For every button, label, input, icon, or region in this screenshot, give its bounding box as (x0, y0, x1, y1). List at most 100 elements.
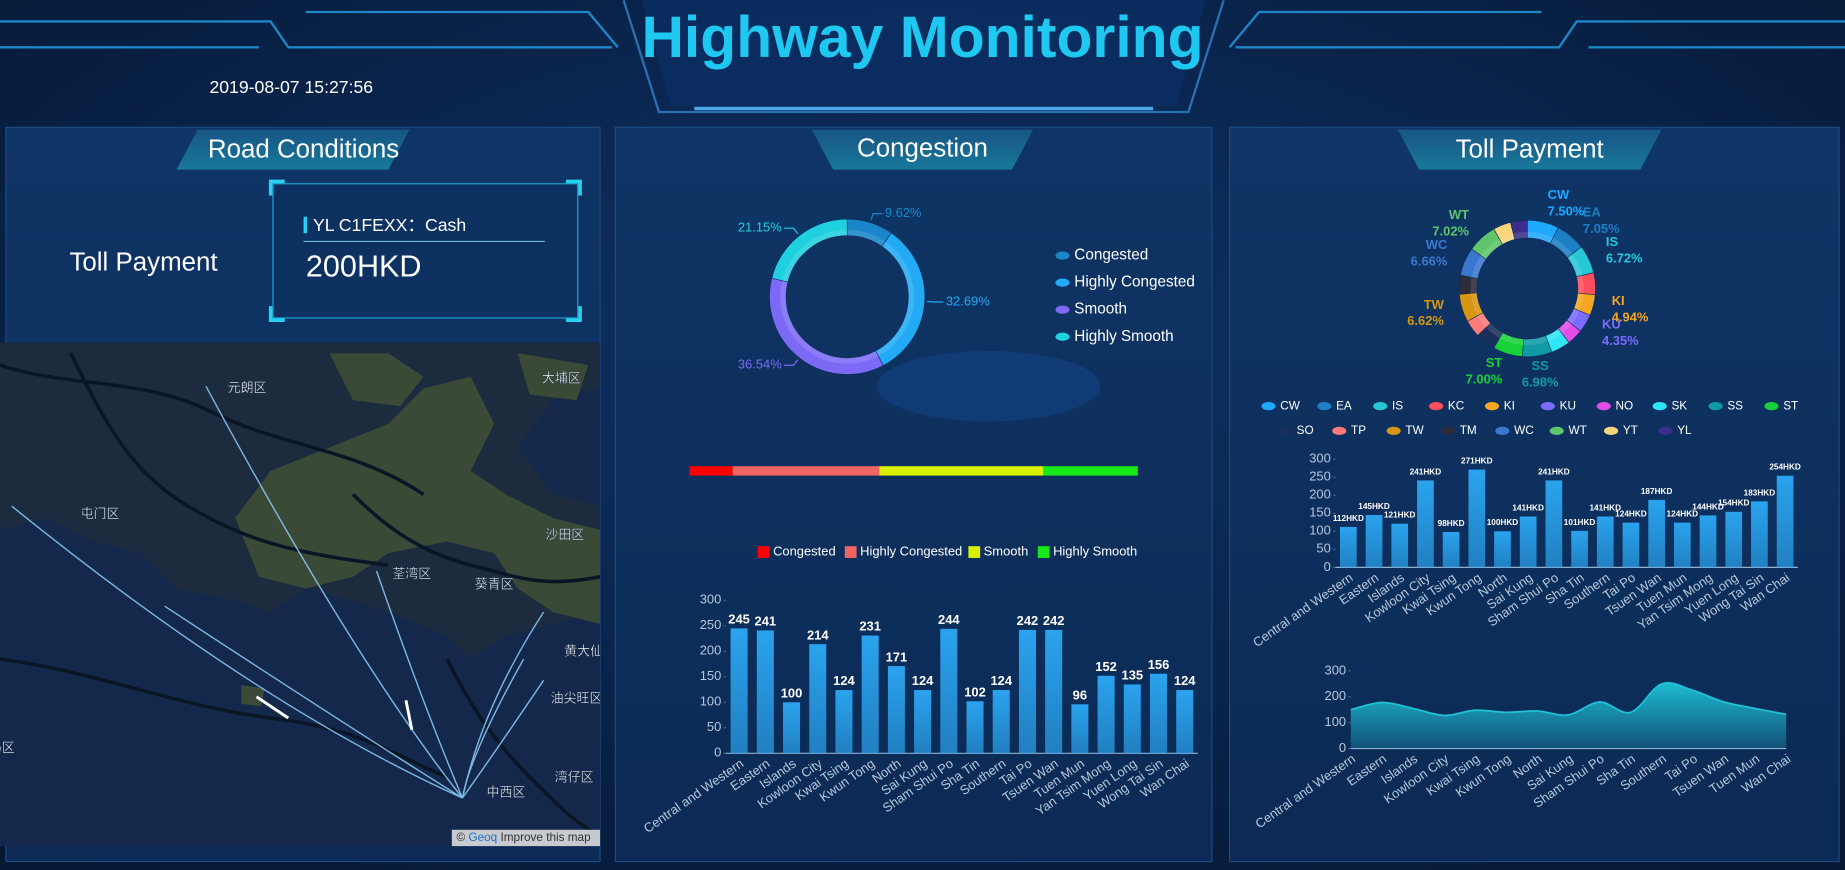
data-label: 271HKD (1461, 457, 1493, 466)
legend-label: KI (1504, 399, 1515, 412)
y-tick-label: 100 (1309, 523, 1331, 538)
data-label: 245 (728, 612, 750, 627)
bar (1176, 690, 1194, 754)
donut-inner-band (1576, 275, 1585, 294)
legend-swatch (968, 546, 981, 558)
data-label: 254HKD (1769, 463, 1801, 472)
bar (1365, 515, 1383, 568)
bar (1725, 511, 1743, 568)
y-tick-label: 50 (1316, 541, 1330, 556)
donut-inner-band (1470, 277, 1478, 294)
donut-label-value: 32.69% (946, 293, 990, 308)
data-label: 231 (859, 619, 881, 634)
label-connector (784, 359, 799, 366)
bar (861, 635, 879, 754)
panel-tab (811, 129, 1034, 170)
donut-inner-band (1471, 255, 1487, 279)
y-tick-label: 200 (700, 643, 722, 658)
data-label: 112HKD (1333, 514, 1364, 523)
data-label: 141HKD (1589, 503, 1621, 512)
donut-label-name: IS (1606, 234, 1619, 249)
data-label: 244 (938, 612, 960, 627)
data-label: 135 (1122, 668, 1144, 683)
bar (940, 628, 958, 754)
stacked-segment (1043, 466, 1138, 476)
bar (1071, 704, 1089, 754)
legend-icon (1055, 305, 1070, 314)
donut-label-name: CW (1548, 187, 1570, 202)
donut-inner-band (1486, 323, 1503, 339)
credit-link[interactable]: Geoq (468, 831, 497, 844)
data-label: 144HKD (1692, 502, 1724, 511)
toll-label: Toll Payment (69, 249, 217, 277)
bar (783, 702, 801, 754)
donut-label-name: SS (1531, 358, 1549, 373)
legend-swatch (1037, 546, 1050, 558)
donut-segment (1510, 219, 1528, 240)
legend-label: SO (1297, 424, 1314, 437)
donut-label-name: ST (1486, 355, 1503, 370)
donut-inner-band (1545, 328, 1562, 342)
data-label: 214 (807, 627, 829, 642)
bar (1648, 499, 1665, 568)
y-tick-label: 50 (707, 719, 721, 734)
donut-inner-band (1513, 231, 1528, 240)
panel-tab (1397, 129, 1662, 170)
donut-label-name: WT (1449, 207, 1469, 222)
bar (1673, 522, 1691, 568)
data-label: 242 (1043, 613, 1065, 628)
bar (1391, 523, 1409, 568)
legend-icon (1495, 426, 1510, 435)
legend-icon (1708, 402, 1723, 411)
bar (1097, 675, 1115, 754)
data-label: 241HKD (1538, 467, 1570, 476)
legend-label: Highly Smooth (1053, 543, 1137, 558)
bar (1045, 629, 1063, 754)
card-plate: YL C1FEXX：Cash (313, 215, 466, 235)
donut-label-value: 6.72% (1606, 251, 1643, 266)
legend-icon (1373, 402, 1388, 411)
donut-inner-band (1480, 239, 1503, 260)
donut-label-value: 36.54% (738, 357, 782, 372)
legend-icon (1764, 402, 1779, 411)
y-tick-label: 150 (1309, 505, 1331, 520)
donut-inner-band (1566, 308, 1580, 325)
data-label: 98HKD (1438, 519, 1465, 528)
legend-swatch (757, 546, 770, 558)
donut-label-name: KU (1602, 316, 1621, 331)
y-tick-label: 300 (1309, 451, 1331, 466)
bar (887, 666, 905, 754)
data-label: 154HKD (1718, 499, 1750, 508)
panel-title: Road Conditions (208, 136, 399, 164)
y-tick-label: 0 (714, 745, 721, 760)
panel-tab (176, 129, 410, 170)
bar (730, 628, 748, 754)
donut-label-name: TW (1424, 297, 1445, 312)
bar (1622, 522, 1640, 568)
donut-inner-band (1499, 233, 1515, 245)
credit-text[interactable]: Improve this map (500, 831, 591, 844)
datetime: 2019-08-07 15:27:56 (209, 77, 373, 97)
donut-label-value: 7.00% (1466, 372, 1503, 387)
bar (1571, 530, 1588, 568)
bar (1468, 469, 1486, 568)
donut-label-value: 6.66% (1411, 254, 1448, 269)
bar (1417, 480, 1434, 568)
map-label: 荃湾区 (392, 566, 431, 581)
donut-label-value: 21.15% (738, 220, 782, 235)
donut-label-value: 4.94% (1612, 310, 1649, 325)
legend-icon (1055, 251, 1070, 260)
legend-label: TM (1460, 424, 1477, 437)
map-routes (11, 385, 545, 799)
legend-label: SK (1671, 399, 1687, 412)
data-label: 141HKD (1512, 503, 1544, 512)
legend-label: TP (1351, 424, 1366, 437)
y-tick-label: 0 (1339, 740, 1346, 755)
data-label: 124 (833, 673, 855, 688)
glow (876, 350, 1101, 422)
y-tick-label: 0 (1324, 559, 1331, 574)
legend-label: Highly Congested (1074, 274, 1195, 291)
legend-icon (1332, 426, 1347, 435)
legend-icon (1596, 402, 1611, 411)
